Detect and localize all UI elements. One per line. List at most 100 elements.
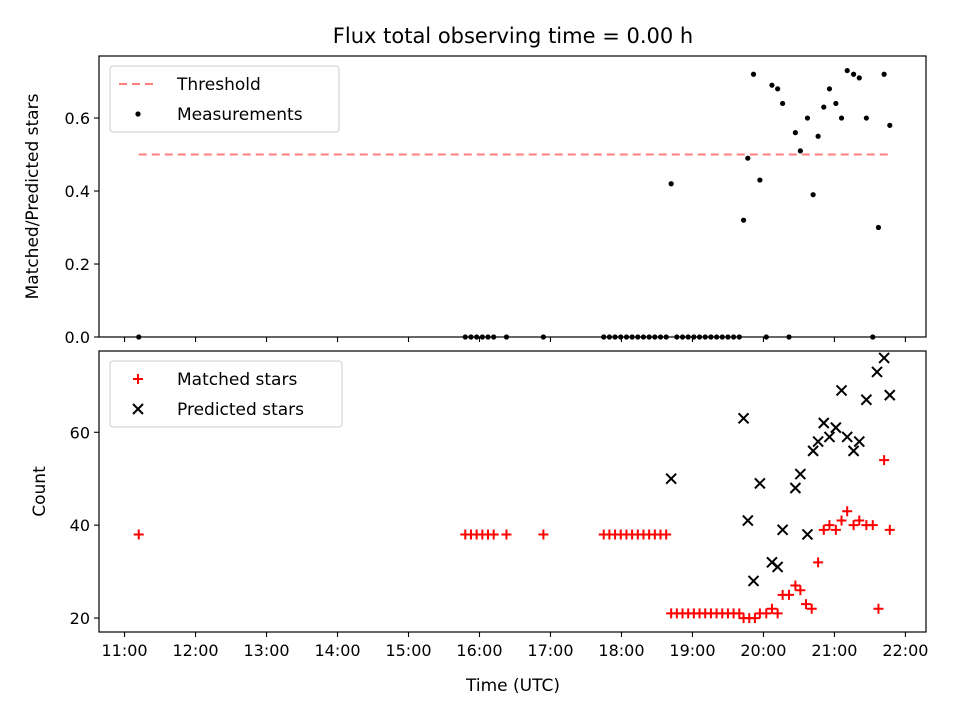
y-tick-label: 60	[70, 423, 90, 442]
measurement-point	[685, 334, 691, 340]
measurement-point	[657, 334, 664, 340]
measurement-point	[821, 104, 827, 110]
matched-star-point	[806, 603, 817, 614]
predicted-star-point	[737, 412, 750, 425]
x-tick-label: 19:00	[669, 641, 715, 660]
matched-star-point	[824, 520, 835, 531]
measurement-point	[136, 334, 142, 340]
x-tick-label: 13:00	[243, 641, 289, 660]
x-tick-label: 21:00	[811, 641, 857, 660]
measurement-point	[540, 334, 546, 340]
measurement-point	[863, 115, 869, 121]
matched-star-point	[749, 613, 760, 624]
matched-star-point	[766, 603, 777, 614]
predicted-star-point	[830, 421, 842, 434]
measurement-point	[870, 334, 876, 340]
measurement-point	[745, 155, 751, 161]
measurement-point	[674, 334, 680, 340]
matched-star-point	[854, 515, 865, 526]
measurement-point	[780, 100, 786, 107]
matched-star-point	[879, 455, 890, 466]
measurement-point	[679, 334, 686, 340]
measurement-point	[833, 100, 839, 107]
measurement-point	[468, 334, 474, 340]
legend-label: Matched stars	[177, 370, 297, 390]
legend-predicted-swatch	[132, 403, 144, 415]
y-tick-label: 0.6	[65, 109, 90, 128]
top-panel: 0.0 0.2 0.4 0.6 Matched/Predicted stars Thres…	[23, 55, 927, 347]
measurement-point	[474, 334, 480, 340]
measurement-point	[640, 334, 647, 340]
measurement-point	[491, 334, 497, 340]
predicted-star-point	[878, 352, 890, 364]
matched-star-point	[842, 506, 853, 517]
matched-star-point	[813, 557, 824, 568]
matched-star-point	[661, 529, 672, 540]
matched-star-point	[884, 524, 895, 535]
matched-star-point	[538, 529, 549, 540]
measurement-point	[750, 71, 757, 77]
measurement-point	[503, 334, 510, 340]
matched-star-point	[488, 529, 499, 540]
matched-star-point	[133, 529, 144, 540]
measurement-point	[815, 133, 821, 139]
measurement-point	[696, 334, 703, 340]
predicted-star-point	[812, 435, 824, 448]
x-tick-label: 14:00	[314, 641, 360, 660]
matched-star-point	[772, 608, 783, 619]
x-tick-label: 22:00	[882, 641, 928, 660]
predicted-star-point	[847, 445, 860, 457]
matched-star-point	[848, 520, 859, 531]
y-tick-label: 20	[70, 609, 90, 628]
measurement-point	[691, 334, 697, 340]
measurement-point	[887, 122, 893, 128]
measurement-point	[618, 334, 624, 340]
legend-box	[109, 360, 343, 428]
measurement-point	[826, 86, 833, 92]
measurement-point	[797, 148, 803, 154]
measurement-point	[652, 334, 658, 340]
measurement-point	[856, 75, 862, 81]
predicted-star-point	[807, 445, 819, 457]
plot-frame	[98, 350, 927, 633]
measurement-point	[663, 334, 669, 340]
predicted-star-point	[818, 417, 830, 429]
y-axis-label: Matched/Predicted stars	[23, 93, 43, 299]
measurement-point	[804, 115, 811, 121]
predicted-star-point	[835, 384, 848, 397]
x-axis-label: Time (UTC)	[465, 676, 560, 696]
measurement-point	[838, 115, 845, 121]
x-tick-label: 12:00	[172, 641, 218, 660]
legend-matched-swatch	[133, 374, 143, 384]
measurement-point	[668, 181, 674, 187]
legend-measurement-swatch	[135, 111, 141, 117]
matched-star-point	[867, 520, 878, 531]
measurement-point	[786, 334, 792, 340]
matched-star-point	[873, 603, 884, 614]
measurement-point	[719, 334, 725, 340]
measurement-point	[702, 334, 708, 340]
bottom-panel: 11:00 12:00 13:00 14:00 15:00 16:00 17:00 18:00…	[30, 350, 928, 660]
predicted-star-point	[776, 524, 789, 536]
measurement-point	[810, 192, 816, 198]
matched-star-point	[801, 599, 812, 610]
x-tick-label: 15:00	[385, 641, 431, 660]
matched-star-point	[818, 524, 829, 535]
figure-title: Flux total observing time = 0.00 h	[333, 24, 693, 48]
y-tick-label: 0.0	[65, 328, 90, 347]
measurement-point	[769, 82, 775, 88]
predicted-star-point	[884, 389, 896, 401]
measurement-point	[763, 334, 769, 340]
measurement-point	[875, 224, 882, 231]
measurement-point	[479, 334, 485, 340]
x-tick-label: 16:00	[456, 641, 502, 660]
predicted-star-point	[871, 366, 883, 378]
measurement-point	[757, 177, 763, 183]
legend-label: Predicted stars	[177, 400, 304, 420]
matched-star-point	[501, 529, 512, 540]
measurement-point	[601, 334, 607, 340]
measurement-point	[725, 334, 731, 340]
predicted-star-point	[754, 477, 766, 490]
legend-box	[109, 65, 340, 133]
measurement-point	[731, 334, 737, 340]
